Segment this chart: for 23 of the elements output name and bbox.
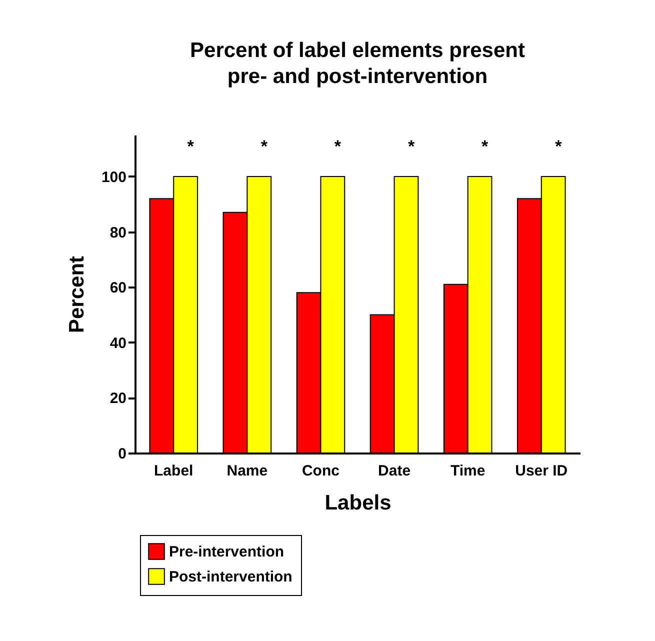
annotation: * [260, 137, 268, 156]
y-tick-label: 60 [110, 280, 126, 297]
y-tick-label: 40 [110, 334, 126, 352]
annotation: * [408, 137, 415, 156]
x-tick-label: Conc [302, 462, 340, 480]
x-tick-label: Name [226, 462, 268, 480]
y-tick-label: 0 [118, 446, 126, 462]
annotation: * [187, 137, 194, 156]
y-tick-label: 80 [110, 224, 126, 242]
x-tick-label: User ID [515, 462, 568, 480]
x-axis-title: Labels [324, 492, 392, 514]
chart-title: Percent of label elements present pre- and post-intervention [190, 39, 525, 88]
legend-label: Post-intervention [169, 568, 292, 586]
y-tick-label: 20 [110, 390, 126, 408]
x-tick-label: Label [154, 462, 194, 480]
x-tick-label: Time [450, 462, 486, 480]
y-axis-title: Percent [65, 256, 88, 334]
legend-label: Pre-intervention [169, 544, 284, 560]
annotation: * [334, 137, 342, 156]
annotation: * [555, 137, 562, 156]
x-tick-label: Date [378, 462, 411, 480]
y-tick-label: 100 [101, 168, 126, 186]
annotation: * [482, 137, 489, 156]
